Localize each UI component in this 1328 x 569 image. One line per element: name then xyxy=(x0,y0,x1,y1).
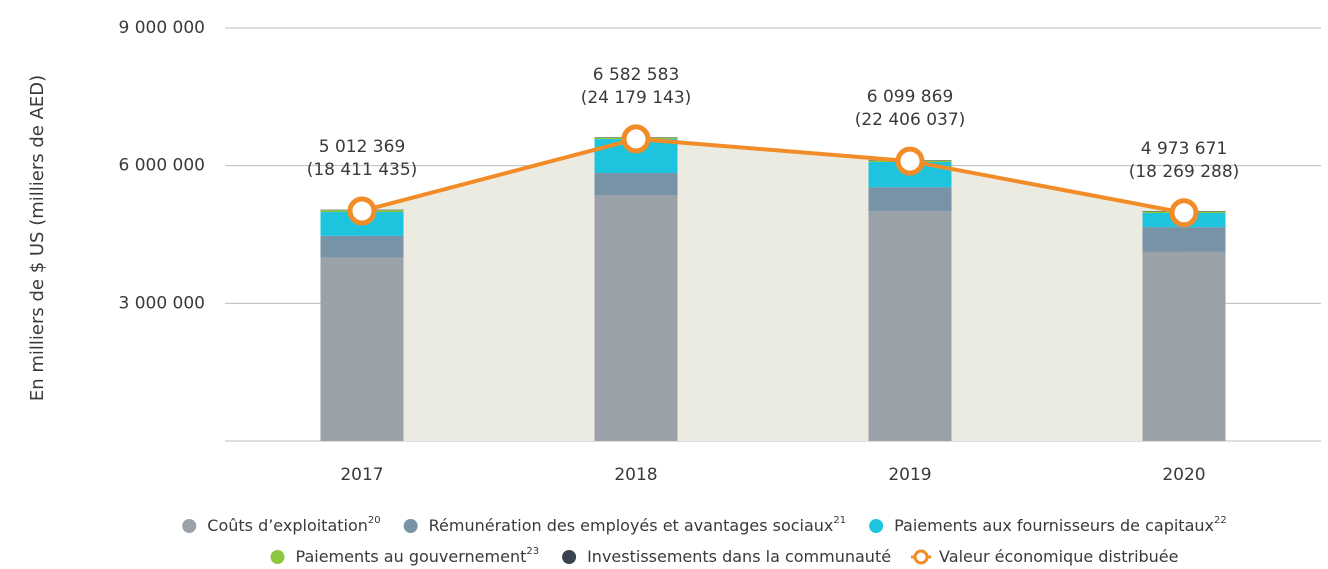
line xyxy=(361,136,1185,215)
legend-marker xyxy=(913,549,929,565)
legend-label: Investissements dans la communauté xyxy=(587,547,891,566)
legend-item: Paiements aux fournisseurs de capitaux22 xyxy=(869,515,1227,535)
data-label: 6 099 869 xyxy=(867,87,954,107)
legend-name: Rémunération des employés et avantages s… xyxy=(429,516,834,535)
data-label-aed: (24 179 143) xyxy=(581,88,692,108)
legend-swatch xyxy=(182,519,197,533)
legend-name: Investissements dans la communauté xyxy=(587,547,891,566)
bar-segment xyxy=(868,187,952,212)
legend-footnote: 20 xyxy=(368,515,381,526)
data-label-aed: (22 406 037) xyxy=(855,110,966,130)
line-marker xyxy=(621,124,651,154)
legend-label: Paiements aux fournisseurs de capitaux22 xyxy=(894,515,1227,535)
legend-label: Paiements au gouvernement23 xyxy=(296,546,540,566)
line-marker xyxy=(1169,198,1199,228)
bar-segment xyxy=(594,173,678,196)
x-tick-label: 2020 xyxy=(1162,465,1205,485)
legend-name: Valeur économique distribuée xyxy=(939,547,1178,566)
legend-item: Coûts d’exploitation20 xyxy=(182,515,381,535)
data-label: 5 012 369 xyxy=(319,137,406,157)
y-axis-label: En milliers de $ US (milliers de AED) xyxy=(27,75,48,401)
line-marker xyxy=(347,196,377,226)
legend-item: Paiements au gouvernement23 xyxy=(270,546,540,566)
data-label-aed: (18 269 288) xyxy=(1129,162,1240,182)
y-tick-label: 9 000 000 xyxy=(118,18,205,38)
legend-swatch xyxy=(403,519,418,533)
x-tick-label: 2018 xyxy=(614,465,657,485)
x-tick-label: 2017 xyxy=(340,465,383,485)
bar-segment xyxy=(594,195,678,441)
legend-footnote: 21 xyxy=(833,515,846,526)
bar-segment xyxy=(868,211,952,441)
x-tick-label: 2019 xyxy=(888,465,931,485)
bar-segment xyxy=(1142,251,1226,441)
line-marker xyxy=(895,146,925,176)
data-label: 6 582 583 xyxy=(593,65,680,85)
legend-footnote: 22 xyxy=(1214,515,1227,526)
data-label-aed: (18 411 435) xyxy=(307,160,418,180)
bar-segment xyxy=(320,257,404,441)
legend-swatch xyxy=(270,550,285,564)
legend-swatch xyxy=(562,550,577,564)
legend-footnote: 23 xyxy=(526,546,539,557)
y-tick-label: 6 000 000 xyxy=(118,156,205,176)
data-label: 4 973 671 xyxy=(1141,139,1228,159)
area xyxy=(362,138,1184,441)
legend-item: Rémunération des employés et avantages s… xyxy=(403,515,846,535)
legend-label: Coûts d’exploitation20 xyxy=(207,515,380,535)
legend-name: Paiements au gouvernement xyxy=(296,547,527,566)
y-tick-label: 3 000 000 xyxy=(118,293,205,313)
legend-name: Coûts d’exploitation xyxy=(207,516,368,535)
legend-swatch xyxy=(869,519,884,533)
legend-item: Valeur économique distribuée xyxy=(911,547,1178,566)
legend-item: Investissements dans la communauté xyxy=(562,547,891,566)
legend-name: Paiements aux fournisseurs de capitaux xyxy=(894,516,1214,535)
legend-label: Rémunération des employés et avantages s… xyxy=(429,515,846,535)
bar-segment xyxy=(320,235,404,258)
bar-segment xyxy=(1142,227,1226,252)
legend-label: Valeur économique distribuée xyxy=(939,547,1178,566)
